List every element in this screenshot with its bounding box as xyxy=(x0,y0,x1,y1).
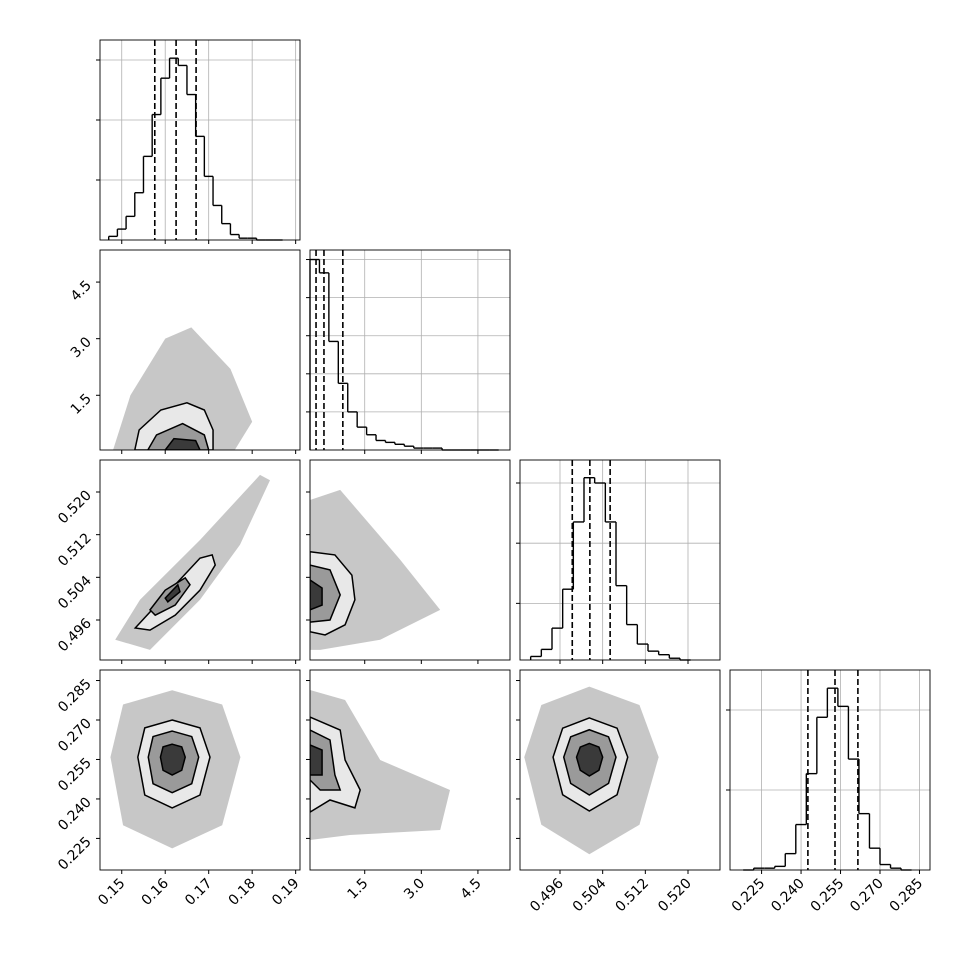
y-tick-label: 0.520 xyxy=(55,488,95,528)
pair-panel xyxy=(524,686,659,855)
contour xyxy=(310,744,323,776)
contour xyxy=(310,564,341,623)
x-tick-label: 0.15 xyxy=(95,876,128,909)
contour xyxy=(575,742,604,777)
x-tick-label: 0.270 xyxy=(847,876,887,916)
contour xyxy=(159,743,187,776)
x-tick-label: 1.5 xyxy=(344,876,371,903)
y-tick-label: 1.5 xyxy=(68,391,95,418)
x-tick-label: 0.17 xyxy=(182,876,215,909)
x-tick-label: 0.19 xyxy=(269,876,302,909)
x-tick-label: 0.512 xyxy=(612,876,652,916)
y-tick-label: 0.496 xyxy=(55,615,95,655)
x-tick-label: 0.18 xyxy=(226,876,259,909)
panel-frame xyxy=(309,669,511,871)
pair-panel xyxy=(110,690,241,849)
contour xyxy=(310,579,323,611)
panel-frame xyxy=(309,249,511,451)
x-tick-label: 0.255 xyxy=(808,876,848,916)
panel-frame xyxy=(519,669,721,871)
y-tick-label: 0.225 xyxy=(55,834,95,874)
x-tick-label: 0.240 xyxy=(768,876,808,916)
y-tick-label: 0.255 xyxy=(55,755,95,795)
contour xyxy=(164,437,201,450)
panel-frame xyxy=(729,669,931,871)
x-tick-label: 0.16 xyxy=(139,875,172,908)
panel-frame xyxy=(99,459,301,661)
y-tick-label: 0.240 xyxy=(55,794,95,834)
y-tick-label: 0.270 xyxy=(55,716,95,756)
pair-panel xyxy=(310,690,450,840)
x-tick-label: 0.285 xyxy=(887,876,927,916)
panel-frame xyxy=(519,459,721,661)
y-tick-label: 3.0 xyxy=(68,334,95,361)
y-tick-label: 0.504 xyxy=(55,573,95,613)
x-tick-label: 0.496 xyxy=(527,875,567,915)
x-tick-label: 3.0 xyxy=(401,876,428,903)
x-tick-label: 0.225 xyxy=(729,876,769,916)
x-tick-label: 0.504 xyxy=(570,875,610,915)
panel-frame xyxy=(309,459,511,661)
contour xyxy=(164,583,181,603)
panel-frame xyxy=(99,249,301,451)
x-tick-label: 0.520 xyxy=(655,876,695,916)
sample-cloud xyxy=(113,327,253,450)
panel-frame xyxy=(99,39,301,241)
pair-panel xyxy=(113,327,253,450)
y-tick-label: 4.5 xyxy=(68,278,95,305)
pair-panel xyxy=(310,489,441,650)
panel-frame xyxy=(99,669,301,871)
y-tick-label: 0.512 xyxy=(55,530,95,570)
x-tick-label: 4.5 xyxy=(458,876,485,903)
pair-panel xyxy=(115,474,270,650)
y-tick-label: 0.285 xyxy=(55,676,95,716)
